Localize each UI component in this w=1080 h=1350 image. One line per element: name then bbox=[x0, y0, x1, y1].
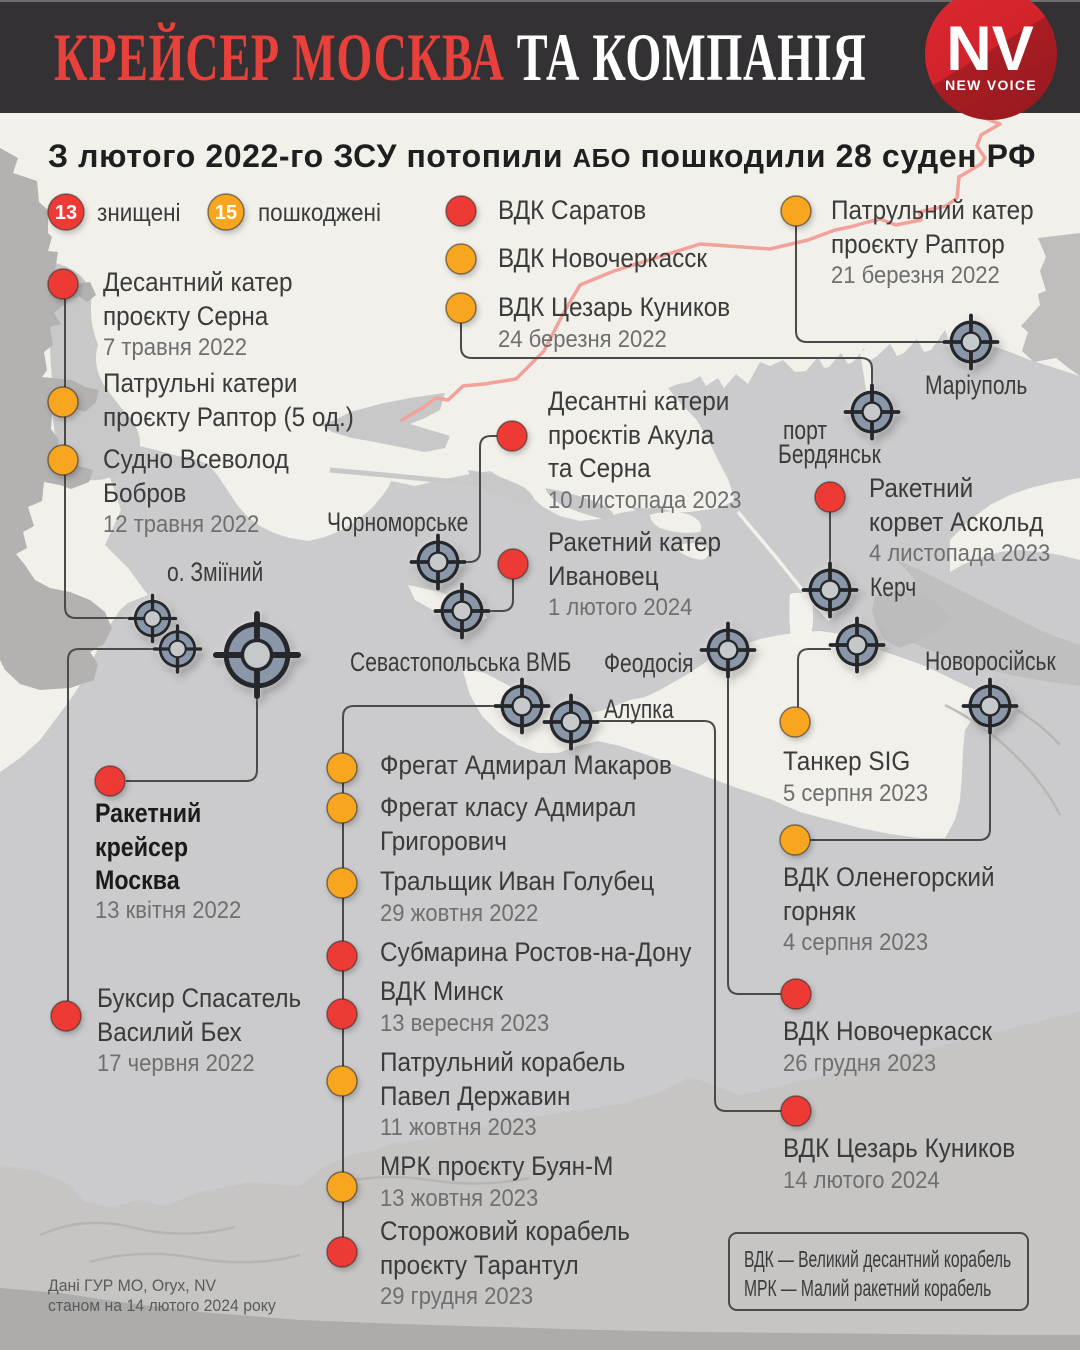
svg-text:NV: NV bbox=[946, 14, 1034, 84]
svg-text:15: 15 bbox=[215, 202, 237, 224]
svg-text:13: 13 bbox=[55, 202, 77, 224]
svg-text:NEW VOICE: NEW VOICE bbox=[945, 77, 1037, 93]
